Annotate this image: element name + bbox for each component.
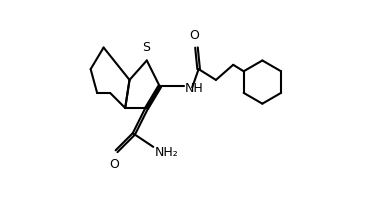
Text: NH₂: NH₂ [154, 146, 178, 159]
Text: NH: NH [185, 82, 203, 95]
Text: O: O [189, 29, 199, 42]
Text: S: S [142, 41, 150, 54]
Text: O: O [109, 158, 119, 171]
